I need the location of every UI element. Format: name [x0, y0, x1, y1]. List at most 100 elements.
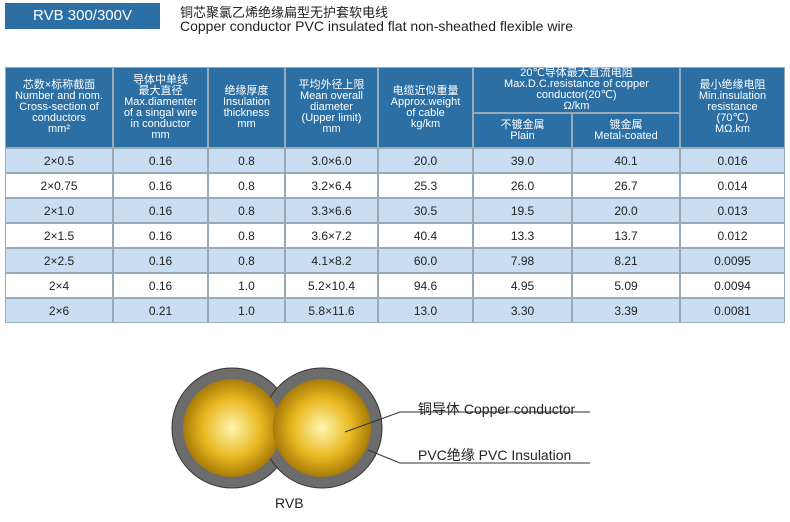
header-line: Metal-coated: [594, 129, 658, 142]
table-cell: 2×1.0: [5, 198, 113, 223]
table-cell: 39.0: [473, 148, 572, 173]
table-cell: 2×0.5: [5, 148, 113, 173]
sub-header: 不镀金属 Plain: [473, 113, 572, 148]
table-cell: 0.16: [113, 198, 208, 223]
header-line: MΩ.km: [714, 123, 751, 135]
header-cell: 导体中单线 最大直径 Max.diamenter of a singal wire in…: [113, 67, 208, 148]
table-cell: 0.012: [680, 223, 785, 248]
header-line: 导体中单线: [133, 73, 188, 86]
table-cell: 3.6×7.2: [285, 223, 378, 248]
header-line: 芯数×标称截面: [22, 79, 96, 91]
table-cell: 30.5: [378, 198, 473, 223]
table-cell: 1.0: [208, 298, 285, 323]
conductor-label: 铜导体 Copper conductor: [418, 401, 576, 417]
table-cell: 0.16: [113, 148, 208, 173]
header-line: mm: [237, 117, 256, 130]
header-line: 不镀金属: [500, 118, 545, 131]
table-cell: 4.1×8.2: [285, 248, 378, 273]
table-cell: 5.09: [572, 273, 680, 298]
header-cell: 最小绝缘电阻 Min.insulation resistance (70℃) MΩ.km: [680, 67, 785, 148]
header-line: 最大直径: [138, 84, 183, 97]
table-cell: 0.013: [680, 198, 785, 223]
header-line: of a singal wire: [123, 106, 198, 119]
table-cell: 3.30: [473, 298, 572, 323]
sub-header: 镀金属 Metal-coated: [572, 113, 680, 148]
header-line: Number and nom.: [14, 90, 104, 102]
table-cell: 20.0: [378, 148, 473, 173]
table-cell: 40.4: [378, 223, 473, 248]
header-line: Plain: [510, 129, 535, 142]
header-cell: 绝缘厚度 Insulation thickness mm: [208, 67, 285, 148]
table-cell: 13.7: [572, 223, 680, 248]
table-cell: 2×4: [5, 273, 113, 298]
header-line: (70℃): [716, 112, 749, 124]
table-cell: 0.8: [208, 198, 285, 223]
table-cell: 25.3: [378, 173, 473, 198]
header-line: resistance: [707, 101, 758, 113]
table-cell: 26.7: [572, 173, 680, 198]
header-line: 平均外径上限: [298, 79, 365, 91]
header-line: mm: [322, 123, 341, 135]
table-cell: 7.98: [473, 248, 572, 273]
diagram: 铜导体 Copper conductor PVC绝缘 PVC Insulatio…: [171, 367, 590, 511]
table-cell: 20.0: [572, 198, 680, 223]
table-cell: 0.16: [113, 248, 208, 273]
leader-line: [344, 411, 590, 433]
header-line: diameter: [310, 101, 353, 113]
table-cell: 0.0081: [680, 298, 785, 323]
table-cell: 0.0094: [680, 273, 785, 298]
table-cell: 0.8: [208, 248, 285, 273]
title-cn: 铜芯聚氯乙烯绝缘扁型无护套软电线: [180, 5, 389, 20]
header-line: Max.diamenter: [124, 95, 197, 108]
conductor: [273, 379, 371, 477]
header-line: 绝缘厚度: [224, 84, 269, 97]
table-cell: 0.16: [113, 273, 208, 298]
table-cell: 3.2×6.4: [285, 173, 378, 198]
table-cell: 0.16: [113, 223, 208, 248]
table-cell: 0.0095: [680, 248, 785, 273]
header-line: 20℃导体最大直流电阻: [520, 67, 633, 79]
header-line: (Upper limit): [301, 112, 362, 124]
table-cell: 19.5: [473, 198, 572, 223]
header-line: Min.insulation: [698, 90, 767, 102]
table-cell: 0.016: [680, 148, 785, 173]
table-cell: 5.8×11.6: [285, 298, 378, 323]
header-cell: 芯数×标称截面 Number and nom. Cross-section of co…: [5, 67, 113, 148]
badge: RVB 300/300V: [5, 3, 160, 29]
table-cell: 26.0: [473, 173, 572, 198]
header-line: Mean overall: [300, 90, 363, 102]
table-cell: 13.0: [378, 298, 473, 323]
table-cell: 3.0×6.0: [285, 148, 378, 173]
table-cell: 94.6: [378, 273, 473, 298]
caption: RVB: [275, 495, 304, 511]
title-en: Copper conductor PVC insulated flat non-…: [180, 18, 574, 34]
header-cell: 电缆近似重量 Approx.weight of cable kg/km: [378, 67, 473, 148]
header-line: Max.D.C.resistance of copper conductor(2…: [504, 78, 649, 101]
header-line: 镀金属: [609, 118, 643, 131]
group-header: 20℃导体最大直流电阻 Max.D.C.resistance of copper …: [473, 67, 680, 113]
table-cell: 0.8: [208, 148, 285, 173]
table-cell: 60.0: [378, 248, 473, 273]
header-line: Approx.weight: [390, 95, 461, 108]
table-cell: 0.8: [208, 173, 285, 198]
header-line: 最小绝缘电阻: [699, 79, 766, 91]
header-line: in conductor: [130, 117, 191, 130]
header-line: Ω/km: [563, 100, 590, 112]
leader-line: [367, 449, 590, 464]
header-line: conductors: [32, 112, 86, 124]
header-line: of cable: [406, 106, 445, 119]
table-cell: 0.8: [208, 223, 285, 248]
conductor: [183, 379, 281, 477]
table-cell: 2×1.5: [5, 223, 113, 248]
table-cell: 2×0.75: [5, 173, 113, 198]
table-cell: 0.16: [113, 173, 208, 198]
table-cell: 0.014: [680, 173, 785, 198]
table-cell: 8.21: [572, 248, 680, 273]
table-cell: 2×2.5: [5, 248, 113, 273]
table-cell: 2×6: [5, 298, 113, 323]
header-line: kg/km: [410, 117, 441, 130]
header-line: mm: [151, 128, 170, 141]
table-cell: 4.95: [473, 273, 572, 298]
table-cell: 1.0: [208, 273, 285, 298]
